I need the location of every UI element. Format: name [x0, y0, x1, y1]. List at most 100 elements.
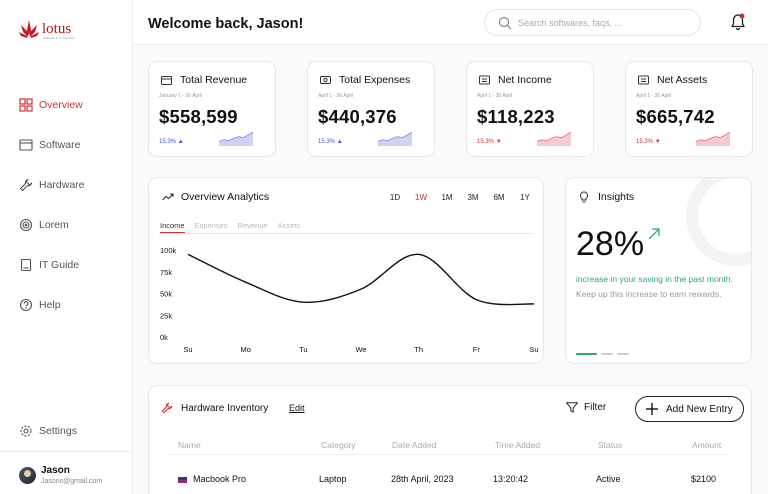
range-1d[interactable]: 1D [389, 193, 401, 202]
income-series-line [187, 253, 535, 306]
range-1y[interactable]: 1Y [520, 193, 530, 202]
sidebar-item-hardware[interactable]: Hardware [19, 178, 85, 192]
tab-assets[interactable]: Assets [277, 221, 301, 230]
carousel-dot[interactable] [601, 353, 613, 355]
column-header-name[interactable]: Name [178, 440, 201, 450]
carousel-dots [576, 353, 633, 355]
trend-down-icon: ▼ [654, 139, 661, 145]
range-1w[interactable]: 1W [415, 193, 427, 202]
table-divider [167, 454, 729, 455]
sparkline-line [378, 131, 412, 142]
receipt-icon [638, 74, 650, 86]
range-1m[interactable]: 1M [441, 193, 453, 202]
stat-date: April 1 - 30 April [318, 93, 354, 99]
stat-card-net-assets[interactable]: Net Assets April 1 - 30 April $665,742 1… [625, 61, 753, 157]
y-tick-label: 50k [160, 290, 172, 299]
user-profile[interactable]: Jason Jasons@gmail.com [19, 465, 102, 485]
filter-button[interactable]: Filter [566, 402, 606, 413]
lightbulb-icon [579, 191, 591, 203]
x-tick-label: Mo [240, 345, 250, 354]
range-selector: 1D 1W 1M 3M 6M 1Y [382, 190, 538, 205]
gear-icon [19, 424, 33, 438]
stat-value: $118,223 [477, 106, 555, 127]
range-3m[interactable]: 3M [467, 193, 479, 202]
y-tick-label: 100k [160, 246, 177, 255]
tab-revenue[interactable]: Revenue [237, 221, 268, 230]
sidebar-item-label: Overview [39, 99, 83, 111]
stat-change: 15.3% ▼ [477, 139, 502, 145]
sparkline-line [696, 131, 730, 142]
range-6m[interactable]: 6M [493, 193, 505, 202]
stat-title: Net Assets [657, 74, 708, 86]
header: Welcome back, Jason! [133, 0, 768, 45]
stat-title: Total Revenue [180, 74, 248, 86]
sparkline-area [219, 132, 253, 146]
trend-line-icon [162, 192, 174, 202]
column-header-time-added[interactable]: Time Added [495, 440, 541, 450]
carousel-dot[interactable] [617, 353, 629, 355]
search-input[interactable] [518, 17, 688, 28]
grid-icon [19, 98, 33, 112]
sidebar-item-help[interactable]: Help [19, 298, 61, 312]
settings-label: Settings [39, 425, 77, 437]
sidebar-item-label: Lorem [39, 219, 69, 231]
sidebar-item-label: Hardware [39, 179, 85, 191]
trend-up-icon: ▲ [177, 139, 184, 145]
insights-card: Insights 28% increase in your saving in … [565, 177, 752, 364]
receipt-icon [479, 74, 491, 86]
y-tick-label: 0k [160, 333, 168, 342]
filter-icon [566, 402, 578, 413]
sidebar-item-it-guide[interactable]: IT Guide [19, 258, 79, 272]
sparkline-area [696, 132, 730, 146]
user-name: Jason [41, 465, 70, 476]
sidebar-divider [0, 451, 133, 452]
edit-link[interactable]: Edit [289, 403, 305, 413]
column-header-category[interactable]: Category [321, 440, 356, 450]
column-header-date-added[interactable]: Date Added [392, 440, 437, 450]
sparkline-area [378, 132, 412, 146]
column-header-status[interactable]: Status [598, 440, 623, 450]
x-tick-label: Tu [299, 345, 307, 354]
stat-change: 15.3% ▲ [318, 139, 343, 145]
stat-card-total-expenses[interactable]: Total Expenses April 1 - 30 April $440,3… [307, 61, 435, 157]
stat-card-net-income[interactable]: Net Income April 1 - 30 April $118,223 1… [466, 61, 594, 157]
column-header-amount[interactable]: Amount [692, 440, 722, 450]
tab-income[interactable]: Income [160, 221, 185, 233]
insights-title: Insights [598, 191, 635, 203]
notification-bell-icon[interactable] [730, 13, 746, 31]
filter-label: Filter [584, 402, 607, 413]
hardware-inventory-card: Hardware Inventory Edit Filter Add New E… [148, 385, 752, 494]
cell-category: Laptop [319, 474, 347, 484]
sidebar-item-settings[interactable]: Settings [19, 424, 77, 438]
x-tick-label: Su [529, 345, 538, 354]
stat-card-total-revenue[interactable]: Total Revenue January 1 - 30 April $558,… [148, 61, 276, 157]
sidebar: lotus Software & IT Solutions Overview S… [0, 0, 133, 494]
sidebar-item-software[interactable]: Software [19, 138, 80, 152]
help-icon [19, 298, 33, 312]
trend-up-icon: ▲ [336, 139, 343, 145]
sidebar-item-label: Software [39, 139, 81, 151]
carousel-dot-active[interactable] [576, 353, 597, 355]
insights-highlight: increase in your saving in the past mont… [576, 274, 733, 284]
lotus-logo-icon [19, 20, 39, 38]
logo-tagline: Software & IT Solutions [43, 36, 75, 40]
user-email: Jasons@gmail.com [41, 478, 103, 485]
insights-secondary: Keep up this increase to earn rewards. [576, 289, 722, 299]
stat-date: January 1 - 30 April [159, 93, 203, 99]
sidebar-item-lorem[interactable]: Lorem [19, 218, 69, 232]
chart-tabs: Income Expenses Revenue Assets [160, 221, 532, 234]
income-line-chart: 100k 75k 50k 25k 0k Su Mo Tu We Th Fr Su [160, 246, 539, 354]
target-icon [19, 218, 33, 232]
logo[interactable]: lotus [18, 18, 71, 40]
add-new-entry-button[interactable]: Add New Entry [635, 396, 744, 422]
arrow-up-right-icon [648, 228, 660, 240]
stat-value: $665,742 [636, 106, 715, 127]
tab-expenses[interactable]: Expenses [194, 221, 228, 230]
overview-title: Overview Analytics [181, 191, 270, 203]
stat-value: $558,599 [159, 106, 238, 127]
y-tick-label: 75k [160, 268, 172, 277]
search-bar[interactable] [484, 9, 701, 36]
sidebar-item-overview[interactable]: Overview [19, 98, 83, 112]
stat-date: April 1 - 30 April [636, 93, 672, 99]
stat-date: April 1 - 30 April [477, 93, 513, 99]
